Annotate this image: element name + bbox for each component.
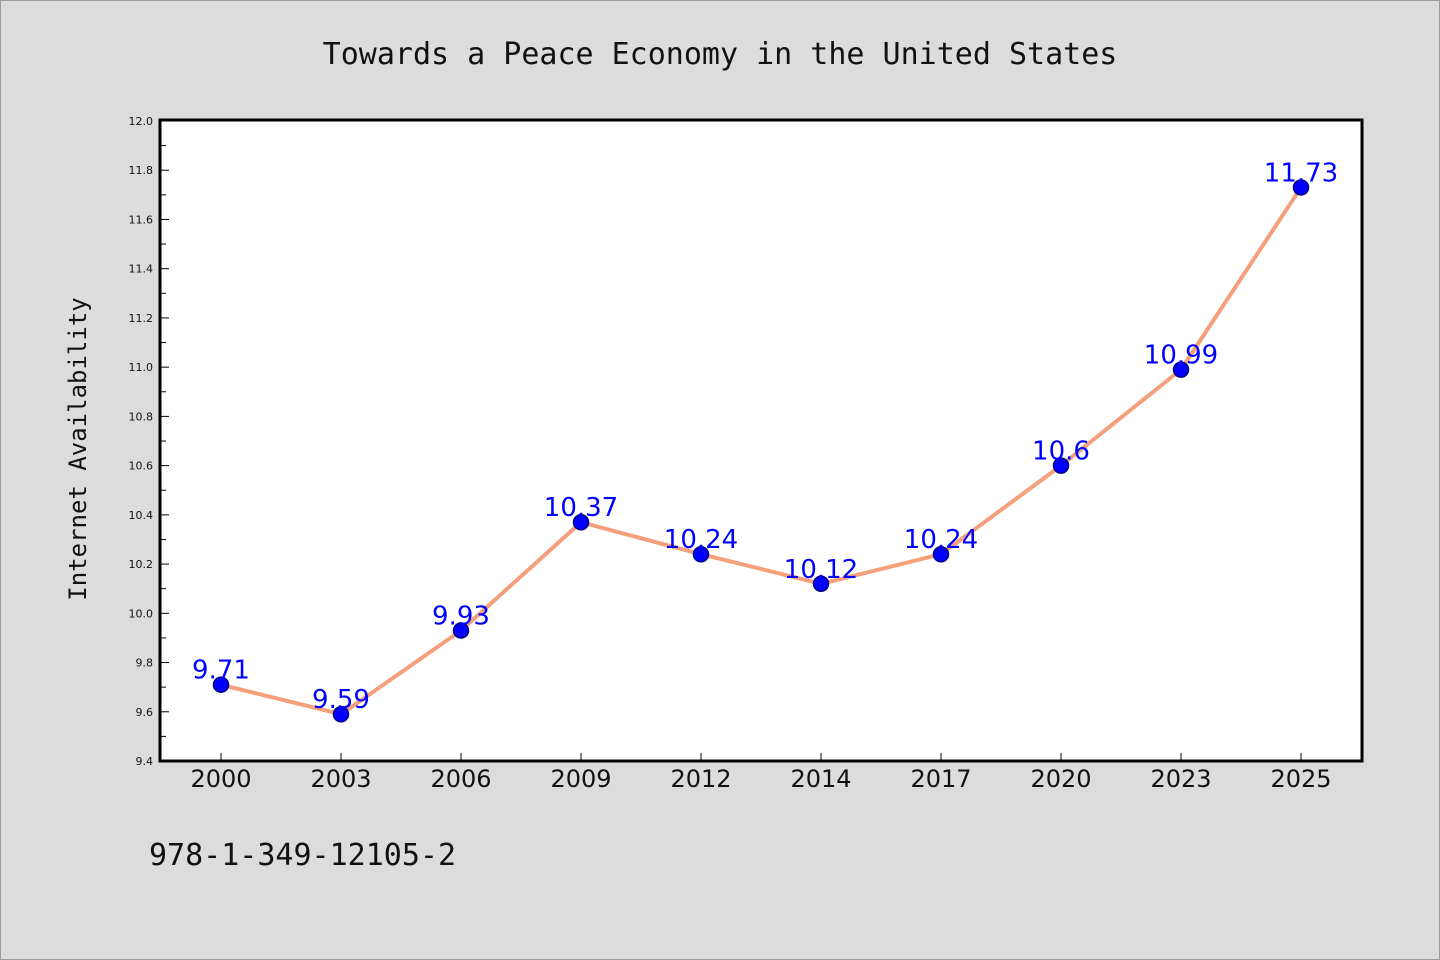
chart-title: Towards a Peace Economy in the United St… bbox=[323, 37, 1118, 72]
x-tick-label: 2003 bbox=[310, 765, 371, 793]
plot-area bbox=[158, 118, 1364, 763]
data-point bbox=[1052, 457, 1070, 474]
data-point bbox=[812, 575, 830, 593]
y-tick-label: 9.6 bbox=[136, 706, 154, 719]
data-labels: 9.71 9.59 9.93 10.37 10.24 10.12 10.24 10.6 10.9… bbox=[192, 158, 1338, 715]
data-label: 10.12 bbox=[784, 555, 858, 585]
data-point bbox=[1292, 179, 1310, 196]
series-line bbox=[219, 185, 1303, 717]
y-tick-label: 10.8 bbox=[129, 410, 154, 423]
data-label: 9.71 bbox=[192, 656, 250, 686]
series-line-group bbox=[219, 185, 1303, 717]
x-tick-label: 2012 bbox=[670, 765, 731, 793]
data-markers bbox=[212, 179, 1310, 723]
data-point bbox=[932, 545, 950, 563]
x-axis-ticks: 2000 2003 2006 2009 2012 2014 2017 2020 2023 2025 bbox=[190, 753, 1332, 793]
y-tick-label: 10.0 bbox=[129, 607, 154, 620]
y-axis-label: Internet Availability bbox=[64, 297, 92, 600]
data-label: 10.37 bbox=[544, 493, 618, 523]
y-tick-label: 11.2 bbox=[129, 312, 154, 325]
data-point bbox=[332, 705, 350, 723]
y-tick-label: 11.8 bbox=[129, 164, 154, 177]
y-tick-label: 11.6 bbox=[129, 213, 154, 226]
x-tick-label: 2025 bbox=[1270, 765, 1331, 793]
x-tick-label: 2020 bbox=[1030, 765, 1091, 793]
data-point bbox=[692, 545, 710, 563]
y-tick-label: 9.8 bbox=[136, 657, 154, 670]
data-label: 10.6 bbox=[1032, 437, 1090, 467]
data-point bbox=[452, 622, 470, 639]
x-tick-label: 2000 bbox=[190, 765, 251, 793]
data-point bbox=[572, 513, 590, 531]
data-label: 11.73 bbox=[1264, 158, 1338, 188]
y-tick-label: 9.4 bbox=[136, 755, 154, 768]
y-tick-label: 10.2 bbox=[129, 558, 154, 571]
y-tick-label: 10.6 bbox=[129, 460, 154, 473]
x-tick-label: 2006 bbox=[430, 765, 491, 793]
x-tick-label: 2023 bbox=[1150, 765, 1211, 793]
y-tick-label: 11.4 bbox=[129, 263, 154, 276]
x-tick-label: 2014 bbox=[790, 765, 851, 793]
data-point bbox=[212, 676, 230, 693]
data-label: 10.24 bbox=[904, 525, 978, 555]
y-axis-ticks: 9.4 9.6 9.8 10.0 10.2 10.4 10.6 10.8 11.0 11.2 11.… bbox=[129, 115, 169, 768]
data-label: 9.59 bbox=[312, 685, 370, 715]
data-label: 10.24 bbox=[664, 525, 738, 555]
data-label: 10.99 bbox=[1144, 341, 1218, 371]
y-tick-label: 11.0 bbox=[129, 361, 154, 374]
data-point bbox=[1172, 361, 1190, 378]
y-tick-label: 10.4 bbox=[129, 509, 154, 522]
y-tick-label: 12.0 bbox=[129, 115, 154, 128]
isbn-text: 978-1-349-12105-2 bbox=[149, 838, 456, 873]
x-tick-label: 2009 bbox=[550, 765, 611, 793]
x-tick-label: 2017 bbox=[910, 765, 971, 793]
data-label: 9.93 bbox=[432, 602, 490, 632]
